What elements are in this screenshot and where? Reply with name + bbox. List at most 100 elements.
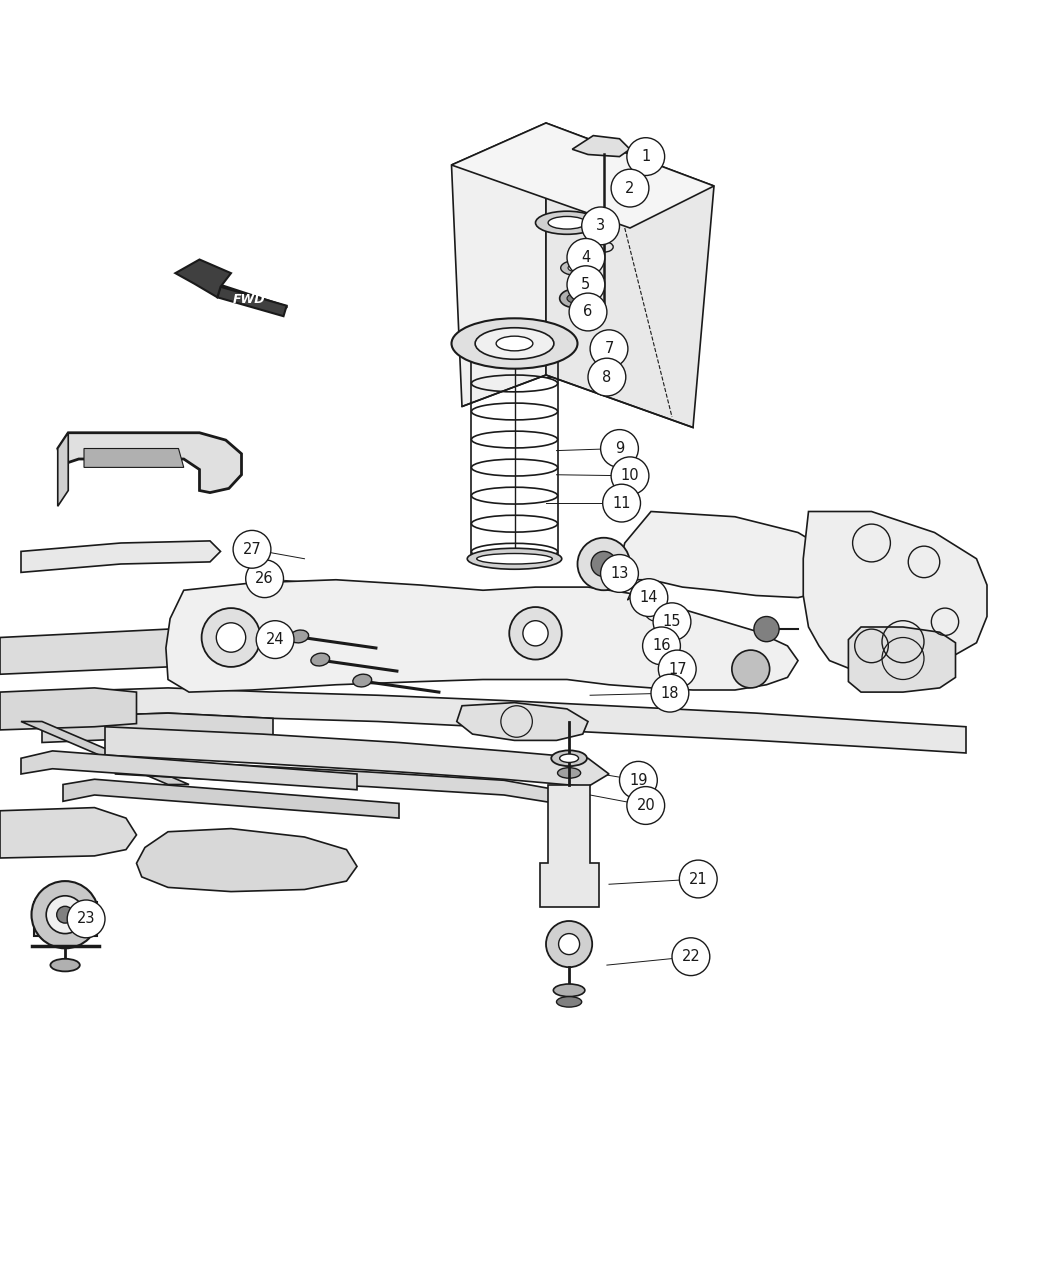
Circle shape	[559, 933, 580, 955]
Circle shape	[569, 293, 607, 332]
Ellipse shape	[353, 674, 372, 687]
Text: 11: 11	[612, 496, 631, 510]
Text: 10: 10	[621, 468, 639, 483]
Text: 13: 13	[610, 566, 629, 581]
Polygon shape	[217, 287, 287, 316]
Text: 22: 22	[681, 949, 700, 964]
Circle shape	[601, 555, 638, 593]
Ellipse shape	[551, 751, 587, 766]
Polygon shape	[175, 260, 231, 297]
Ellipse shape	[558, 768, 581, 778]
Polygon shape	[803, 511, 987, 671]
Polygon shape	[42, 713, 273, 742]
Circle shape	[603, 484, 640, 521]
Ellipse shape	[536, 212, 598, 235]
Text: 23: 23	[77, 912, 96, 927]
Circle shape	[627, 787, 665, 825]
Ellipse shape	[477, 553, 552, 564]
Circle shape	[653, 603, 691, 640]
Circle shape	[679, 861, 717, 898]
Polygon shape	[21, 722, 189, 784]
Polygon shape	[136, 829, 357, 891]
Ellipse shape	[556, 997, 582, 1007]
Text: 27: 27	[243, 542, 261, 557]
Ellipse shape	[568, 264, 583, 272]
Circle shape	[630, 579, 668, 617]
Ellipse shape	[553, 984, 585, 997]
Polygon shape	[0, 629, 189, 674]
Text: 14: 14	[639, 590, 658, 606]
Ellipse shape	[290, 630, 309, 643]
Circle shape	[590, 330, 628, 367]
Circle shape	[611, 170, 649, 207]
Ellipse shape	[475, 328, 554, 360]
Polygon shape	[0, 688, 136, 729]
Ellipse shape	[496, 337, 532, 351]
Circle shape	[611, 456, 649, 495]
Polygon shape	[540, 784, 598, 908]
Circle shape	[732, 650, 770, 688]
Circle shape	[578, 538, 630, 590]
Circle shape	[754, 617, 779, 641]
Text: 2: 2	[626, 181, 634, 195]
Circle shape	[591, 551, 616, 576]
Circle shape	[256, 621, 294, 658]
Circle shape	[246, 560, 284, 598]
Circle shape	[643, 627, 680, 664]
Circle shape	[509, 607, 562, 659]
Text: 6: 6	[584, 305, 592, 320]
Polygon shape	[452, 122, 714, 228]
Circle shape	[567, 238, 605, 277]
Circle shape	[216, 622, 246, 653]
Text: 8: 8	[603, 370, 611, 385]
Circle shape	[627, 138, 665, 176]
Text: 21: 21	[689, 872, 708, 886]
Ellipse shape	[560, 754, 579, 762]
Ellipse shape	[560, 289, 591, 307]
Text: 19: 19	[629, 773, 648, 788]
Ellipse shape	[567, 293, 584, 303]
Ellipse shape	[561, 260, 590, 275]
Polygon shape	[848, 627, 956, 692]
Circle shape	[582, 207, 620, 245]
Text: 18: 18	[660, 686, 679, 701]
Text: 7: 7	[605, 342, 613, 356]
Circle shape	[567, 265, 605, 303]
Text: 5: 5	[582, 277, 590, 292]
Text: 15: 15	[663, 615, 681, 630]
Ellipse shape	[467, 548, 562, 569]
Polygon shape	[0, 807, 136, 858]
Polygon shape	[546, 122, 714, 427]
Text: 20: 20	[636, 798, 655, 813]
Polygon shape	[84, 449, 184, 468]
Ellipse shape	[548, 217, 586, 230]
Text: 17: 17	[668, 662, 687, 677]
Circle shape	[233, 530, 271, 569]
Circle shape	[523, 621, 548, 646]
Text: 1: 1	[642, 149, 650, 164]
Polygon shape	[166, 580, 798, 692]
Polygon shape	[42, 688, 966, 754]
Polygon shape	[457, 703, 588, 741]
Ellipse shape	[50, 959, 80, 972]
Polygon shape	[116, 759, 556, 803]
Polygon shape	[63, 779, 399, 819]
Circle shape	[57, 907, 74, 923]
Polygon shape	[34, 903, 97, 936]
Circle shape	[546, 921, 592, 968]
Circle shape	[67, 900, 105, 938]
Polygon shape	[58, 432, 68, 506]
Circle shape	[620, 761, 657, 799]
Polygon shape	[620, 511, 840, 598]
Circle shape	[651, 674, 689, 711]
Polygon shape	[21, 541, 220, 572]
Polygon shape	[105, 727, 609, 787]
Text: 26: 26	[255, 571, 274, 587]
Circle shape	[32, 881, 99, 949]
Polygon shape	[452, 122, 546, 407]
Ellipse shape	[452, 319, 578, 368]
Polygon shape	[21, 751, 357, 789]
Polygon shape	[572, 135, 630, 157]
Circle shape	[46, 896, 84, 933]
Text: 4: 4	[582, 250, 590, 265]
